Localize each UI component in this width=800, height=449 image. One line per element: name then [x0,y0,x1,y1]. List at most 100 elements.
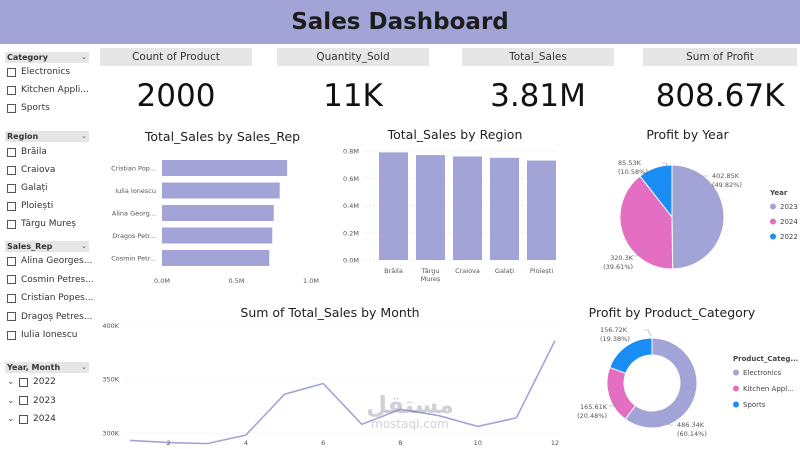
slicer-item-year-month[interactable]: ⌄ 2022 [7,377,93,387]
bar[interactable] [162,182,280,199]
chart-title-sales-rep: Total_Sales by Sales_Rep [144,129,301,144]
slicer-item-sales-rep[interactable]: Cristian Popes... [7,293,93,303]
checkbox[interactable] [7,183,16,193]
checkbox[interactable] [7,103,16,113]
slicer-item-label: Cosmin Petres... [21,274,93,285]
legend-marker [733,369,739,376]
checkbox[interactable] [7,165,16,175]
kpi-label-quantity-sold: Quantity_Sold [277,48,429,66]
slicer-header-category[interactable]: Category ⌄ [5,52,89,63]
slicer-item-label: Ploiești [21,201,54,211]
checkbox[interactable] [7,256,16,266]
watermark-latin: mostaql.com [371,417,449,431]
y-tick-label: 0.8M [343,148,359,156]
checkbox[interactable] [7,201,16,211]
slicer-title: Sales_Rep [7,242,53,251]
checkbox[interactable] [7,147,16,157]
bar[interactable] [162,205,274,221]
checkbox[interactable] [7,293,16,303]
bar[interactable] [490,157,519,260]
slicer-item-region[interactable]: Târgu Mureș [7,219,93,229]
expand-chevron-icon[interactable]: ⌄ [7,414,15,424]
checkbox[interactable] [7,219,16,229]
slicer-item-year-month[interactable]: ⌄ 2023 [7,396,93,406]
legend-label[interactable]: Electronics [743,369,782,377]
x-tick-label: 12 [551,439,559,447]
x-tick-label: Târgu [421,267,440,275]
series-line[interactable] [129,340,556,445]
chevron-down-icon[interactable]: ⌄ [81,242,87,250]
expand-chevron-icon[interactable]: ⌄ [7,377,15,387]
checkbox[interactable] [7,67,16,77]
chart-title-profit-year: Profit by Year [646,127,729,142]
chart-title-profit-category: Profit by Product_Category [588,305,756,320]
checkbox[interactable] [7,330,16,340]
slicer-header-region[interactable]: Region ⌄ [5,131,89,142]
pie-slice[interactable] [606,366,637,420]
legend-label[interactable]: 2024 [780,218,798,226]
slicer-item-label: 2022 [33,377,56,387]
legend-label[interactable]: 2022 [780,233,798,241]
pie-slice[interactable] [619,175,674,270]
slicer-item-region[interactable]: Craiova [7,165,93,175]
data-label-pct: (60.14%) [677,430,707,438]
checkbox[interactable] [7,312,16,321]
x-tick-label: 1.0M [303,277,319,285]
bar[interactable] [379,152,408,260]
y-tick-label: 0.0M [343,257,359,265]
x-tick-label: Mureș [421,275,441,283]
slicer-item-label: Craiova [21,165,56,175]
checkbox[interactable] [19,414,28,424]
slicer-item-sales-rep[interactable]: Cosmin Petres... [7,275,93,285]
chevron-down-icon[interactable]: ⌄ [81,53,87,61]
chart-sales-rep: Cristian Pop... Iulia Ionescu Alina Georg.… [111,160,319,285]
pie-slice[interactable] [671,164,725,270]
slicer-item-region[interactable]: Ploiești [7,201,93,211]
slicer-item-region[interactable]: Brăila [7,147,93,157]
legend-label[interactable]: Sports [743,401,766,409]
legend-label[interactable]: Kitchen Appl... [743,385,794,393]
bar[interactable] [453,156,482,260]
legend-marker [770,203,776,210]
slicer-item-label: 2023 [33,395,56,406]
slicer-item-label: Dragoș Petres... [21,311,93,322]
slicer-item-sales-rep[interactable]: Dragoș Petres... [7,312,93,322]
kpi-value-sum-profit: 808.67K [655,78,785,114]
checkbox[interactable] [19,377,28,387]
slicer-item-label: Brăila [21,147,47,157]
bar[interactable] [162,227,273,244]
slicer-item-region[interactable]: Galați [7,183,93,193]
slicer-item-category[interactable]: Sports [7,103,93,113]
pie-slice[interactable] [624,337,698,429]
slicer-header-year-month[interactable]: Year, Month ⌄ [5,362,89,373]
chevron-down-icon[interactable]: ⌄ [81,132,87,140]
checkbox[interactable] [7,85,16,95]
slicer-item-year-month[interactable]: ⌄ 2024 [7,414,93,424]
bar[interactable] [162,160,288,176]
pie-slice[interactable] [639,164,673,219]
legend-label[interactable]: 2023 [780,203,798,211]
checkbox[interactable] [7,275,16,284]
pie-slice[interactable] [609,337,653,374]
slicer-header-sales-rep[interactable]: Sales_Rep ⌄ [5,241,89,252]
slicer-item-label: 2024 [33,414,56,424]
data-label-pct: (49.82%) [712,181,742,189]
expand-chevron-icon[interactable]: ⌄ [7,395,15,406]
bar[interactable] [416,155,445,260]
leader-line [662,162,669,169]
bar[interactable] [527,160,556,260]
slicer-item-sales-rep[interactable]: Iulia Ionescu [7,330,93,340]
y-tick-label: Cristian Pop... [111,165,156,173]
chevron-down-icon[interactable]: ⌄ [81,363,87,371]
y-tick-label: Alina Georg... [112,210,156,218]
chart-profit-year: 402.85K(49.82%) 320.3K(39.61%) 85.53K(10.5… [603,159,798,271]
slicer-item-category[interactable]: Kitchen Appli... [7,85,93,95]
x-tick-label: 6 [321,439,325,447]
checkbox[interactable] [19,396,28,405]
slicer-item-sales-rep[interactable]: Alina Georges... [7,256,93,266]
bar[interactable] [162,250,270,266]
y-tick-label: 0.6M [343,175,359,183]
slicer-item-category[interactable]: Electronics [7,67,93,77]
